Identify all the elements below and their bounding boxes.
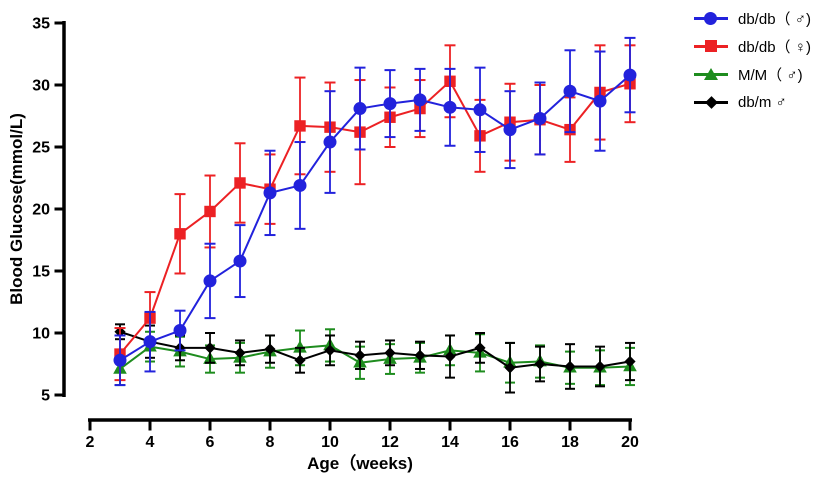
- data-point-circle: [593, 94, 607, 108]
- series-line: [119, 344, 631, 370]
- x-tick-label: 2: [86, 434, 95, 451]
- data-point-diamond: [204, 342, 216, 354]
- y-tick-label: 30: [32, 78, 50, 95]
- series-line: [119, 74, 631, 362]
- data-point-circle: [173, 324, 187, 338]
- y-tick-label: 25: [32, 140, 50, 157]
- data-point-diamond: [594, 360, 606, 373]
- data-point-diamond: [624, 355, 636, 368]
- diamond-marker-icon: [705, 95, 718, 109]
- data-point-diamond: [324, 344, 336, 356]
- data-point-square: [234, 177, 246, 189]
- x-tick-label: 14: [441, 434, 459, 451]
- legend-label: db/db（ ♂): [738, 10, 811, 28]
- legend-item-mm-male: M/M（ ♂): [694, 60, 811, 88]
- data-point-circle: [563, 84, 577, 98]
- x-axis-title: Age（weeks): [307, 453, 413, 473]
- x-tick-label: 10: [321, 434, 339, 451]
- data-point-circle: [323, 135, 337, 149]
- data-point-square: [174, 228, 186, 240]
- data-point-square: [294, 120, 306, 132]
- circle-marker-icon: [704, 11, 717, 25]
- line-chart-plot: 5 10 15 20 25 30 35 2 4 6 8 10 12 14 16 18 20 Age（weeks) B…: [7, 16, 639, 474]
- x-tick-label: 16: [501, 434, 519, 451]
- data-point-diamond: [234, 347, 246, 359]
- data-point-circle: [293, 178, 307, 192]
- data-point-circle: [233, 254, 247, 268]
- y-tick-label: 20: [32, 202, 50, 219]
- data-point-circle: [473, 103, 487, 117]
- data-point-diamond: [354, 349, 366, 361]
- legend-label: db/db（ ♀): [738, 38, 811, 56]
- y-axis-title: Blood Glucose(mmol/L): [7, 113, 26, 305]
- data-point-diamond: [264, 343, 276, 355]
- data-point-diamond: [504, 362, 516, 374]
- x-tick-label: 12: [381, 434, 399, 451]
- data-point-circle: [533, 111, 547, 125]
- y-tick-label: 10: [32, 326, 50, 343]
- data-point-circle: [143, 335, 157, 349]
- data-point-circle: [503, 123, 517, 137]
- y-tick-label: 15: [32, 264, 50, 281]
- series-line: [119, 80, 631, 355]
- triangle-marker-icon: [704, 68, 718, 80]
- data-point-circle: [203, 274, 217, 288]
- legend-item-dbdb-male: db/db（ ♂): [694, 4, 811, 32]
- data-point-circle: [113, 353, 127, 367]
- data-point-circle: [623, 68, 637, 82]
- data-point-circle: [263, 186, 277, 200]
- data-point-circle: [353, 102, 367, 116]
- x-tick-label: 20: [621, 434, 639, 451]
- data-point-triangle: [293, 340, 307, 353]
- data-point-diamond: [414, 349, 426, 361]
- x-tick-label: 6: [206, 434, 215, 451]
- x-tick-label: 8: [266, 434, 275, 451]
- x-tick-label: 4: [146, 434, 155, 451]
- y-tick-label: 35: [32, 16, 50, 33]
- y-tick-label: 5: [41, 388, 50, 405]
- square-marker-icon: [705, 40, 717, 52]
- data-point-diamond: [534, 358, 546, 370]
- data-point-diamond: [384, 347, 396, 359]
- data-point-square: [204, 205, 216, 218]
- data-point-diamond: [294, 354, 306, 366]
- legend-item-dbdb-female: db/db（ ♀): [694, 32, 811, 60]
- data-point-diamond: [564, 360, 576, 373]
- series-line: [119, 330, 631, 369]
- data-point-diamond: [474, 342, 486, 354]
- x-tick-label: 18: [561, 434, 579, 451]
- data-point-circle: [443, 100, 457, 114]
- legend-label: db/m ♂: [738, 93, 787, 111]
- data-point-diamond: [444, 350, 456, 363]
- legend: db/db（ ♂) db/db（ ♀) M/M（ ♂) db/m ♂: [694, 4, 811, 116]
- data-point-circle: [413, 93, 427, 107]
- legend-label: M/M（ ♂): [738, 66, 803, 84]
- data-point-circle: [383, 97, 397, 111]
- legend-item-dbm-male: db/m ♂: [694, 88, 811, 116]
